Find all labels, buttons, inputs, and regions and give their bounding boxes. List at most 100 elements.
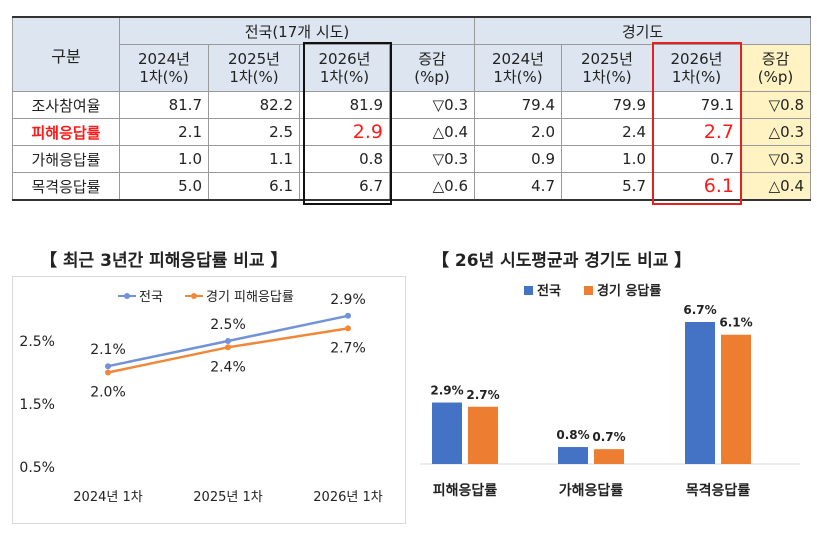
table-cell: ▽0.8 bbox=[739, 91, 812, 119]
data-point bbox=[225, 338, 231, 344]
statistics-table: 구분 전국(17개 시도) 경기도 2024년 1차(%) 2025년 1차(%) 20… bbox=[12, 16, 812, 201]
table-cell: 2.4 bbox=[561, 118, 653, 146]
line-chart-title: 【 최근 3년간 피해응답률 비교 】 bbox=[40, 251, 288, 271]
table-cell: △0.6 bbox=[389, 172, 475, 201]
table-cell: 5.0 bbox=[119, 172, 209, 201]
subheader-unit: 1차(%) bbox=[493, 68, 543, 86]
x-tick-label: 가해응답률 bbox=[559, 482, 624, 499]
table-cell: 6.7 bbox=[299, 172, 390, 201]
data-label: 6.1% bbox=[719, 316, 752, 330]
bar bbox=[721, 334, 751, 464]
subheader-year: 2024년 bbox=[492, 50, 544, 68]
table-cell: 79.4 bbox=[474, 91, 562, 119]
line-chart-panel: 2.5% 1.5% 0.5% 2024년 1차 2025년 1차 2026년 1차 전국 경기… bbox=[12, 276, 406, 524]
data-label: 2.5% bbox=[210, 317, 246, 333]
table-cell: 0.7 bbox=[652, 145, 741, 173]
row-label: 목격응답률 bbox=[12, 172, 120, 201]
table-row: 가해응답률 1.0 1.1 0.8 ▽0.3 0.9 1.0 0.7 ▽0.3 bbox=[12, 145, 812, 173]
bar-chart-panel: 전국 경기 응답률 2.9% 2.7% 피해응답률 0.8% 0.7% 가해응답률 6.7% 6.… bbox=[412, 276, 805, 522]
legend-swatch bbox=[524, 286, 533, 295]
subheader-2: 2026년 1차(%) bbox=[299, 44, 390, 92]
data-label: 2.7% bbox=[466, 388, 499, 402]
table-cell: 2.9 bbox=[299, 118, 390, 146]
line-chart: 2.5% 1.5% 0.5% 2024년 1차 2025년 1차 2026년 1차 전국 경기… bbox=[19, 290, 382, 505]
subheader-3: 증감 (%p) bbox=[389, 44, 475, 92]
subheader-year: 증감 bbox=[418, 50, 446, 68]
bar-chart-title: 【 26년 시도평균과 경기도 비교 】 bbox=[432, 251, 692, 271]
bar bbox=[432, 402, 462, 464]
x-tick-label: 2025년 1차 bbox=[193, 490, 262, 505]
table-cell: 6.1 bbox=[652, 172, 741, 201]
table-cell: 79.1 bbox=[652, 91, 741, 119]
table-cell: 81.9 bbox=[299, 91, 390, 119]
data-point bbox=[345, 312, 351, 319]
row-label: 조사참여율 bbox=[12, 91, 120, 119]
data-point bbox=[105, 369, 111, 376]
legend-swatch-marker bbox=[124, 293, 130, 299]
subheader-year: 2025년 bbox=[228, 50, 280, 68]
table-cell: △0.3 bbox=[739, 118, 812, 146]
subheader-unit: 1차(%) bbox=[319, 68, 370, 86]
group-header-national: 전국(17개 시도) bbox=[119, 16, 475, 45]
table-cell: 2.1 bbox=[119, 118, 209, 146]
table-cell: 2.5 bbox=[208, 118, 300, 146]
data-label: 6.7% bbox=[683, 303, 716, 317]
table-cell: 2.7 bbox=[652, 118, 741, 146]
subheader-year: 2024년 bbox=[138, 50, 190, 68]
table-cell: △0.4 bbox=[739, 172, 812, 201]
corner-header: 구분 bbox=[12, 16, 120, 92]
table-row: 조사참여율 81.7 82.2 81.9 ▽0.3 79.4 79.9 79.1 ▽0.8 bbox=[12, 91, 812, 119]
legend-swatch-marker bbox=[191, 293, 197, 299]
legend-label: 경기 피해응답률 bbox=[206, 290, 294, 305]
table-cell: 79.9 bbox=[561, 91, 653, 119]
subheader-year: 2026년 bbox=[318, 50, 371, 68]
table-cell: ▽0.3 bbox=[389, 91, 475, 119]
table-cell: ▽0.3 bbox=[739, 145, 812, 173]
table-cell: 4.7 bbox=[474, 172, 562, 201]
legend-label: 전국 bbox=[139, 290, 163, 305]
row-label: 피해응답률 bbox=[12, 118, 120, 146]
x-tick-label: 2024년 1차 bbox=[73, 490, 142, 505]
group-header-gyeonggi: 경기도 bbox=[473, 16, 812, 45]
y-tick-label: 0.5% bbox=[19, 460, 55, 476]
subheader-unit: 1차(%) bbox=[671, 68, 722, 86]
data-point bbox=[225, 344, 231, 351]
subheader-year: 2025년 bbox=[581, 50, 633, 68]
subheader-0: 2024년 1차(%) bbox=[119, 44, 209, 92]
x-tick-label: 피해응답률 bbox=[433, 482, 498, 499]
table-cell: △0.4 bbox=[389, 118, 475, 146]
table-cell: 1.0 bbox=[561, 145, 653, 173]
data-label: 2.7% bbox=[330, 340, 366, 356]
data-point bbox=[105, 363, 111, 370]
data-point bbox=[345, 325, 351, 332]
x-tick-label: 2026년 1차 bbox=[313, 490, 382, 505]
data-label: 2.1% bbox=[90, 342, 126, 358]
subheader-4: 2024년 1차(%) bbox=[474, 44, 562, 92]
table-cell: 1.0 bbox=[119, 145, 209, 173]
y-tick-label: 2.5% bbox=[19, 334, 55, 350]
legend-label: 전국 bbox=[537, 283, 561, 299]
table-cell: ▽0.3 bbox=[389, 145, 475, 173]
table-cell: 82.2 bbox=[208, 91, 300, 119]
data-label: 2.4% bbox=[210, 359, 246, 375]
data-label: 2.9% bbox=[430, 384, 463, 398]
y-tick-label: 1.5% bbox=[19, 397, 55, 413]
table-cell: 2.0 bbox=[474, 118, 562, 146]
data-label: 0.8% bbox=[556, 428, 589, 442]
table-row: 목격응답률 5.0 6.1 6.7 △0.6 4.7 5.7 6.1 △0.4 bbox=[12, 172, 812, 201]
legend-swatch bbox=[584, 286, 593, 295]
subheader-7: 증감 (%p) bbox=[739, 44, 812, 92]
table-cell: 6.1 bbox=[208, 172, 300, 201]
data-label: 2.9% bbox=[330, 292, 366, 308]
subheader-unit: (%p) bbox=[414, 68, 450, 86]
bar bbox=[558, 447, 588, 464]
bar bbox=[468, 406, 498, 464]
subheader-5: 2025년 1차(%) bbox=[561, 44, 653, 92]
subheader-year: 증감 bbox=[761, 50, 790, 68]
x-tick-label: 목격응답률 bbox=[686, 482, 751, 499]
subheader-6: 2026년 1차(%) bbox=[652, 44, 741, 92]
subheader-unit: (%p) bbox=[757, 68, 794, 86]
subheader-1: 2025년 1차(%) bbox=[208, 44, 300, 92]
table-row: 피해응답률 2.1 2.5 2.9 △0.4 2.0 2.4 2.7 △0.3 bbox=[12, 118, 812, 146]
subheader-unit: 1차(%) bbox=[229, 68, 279, 86]
